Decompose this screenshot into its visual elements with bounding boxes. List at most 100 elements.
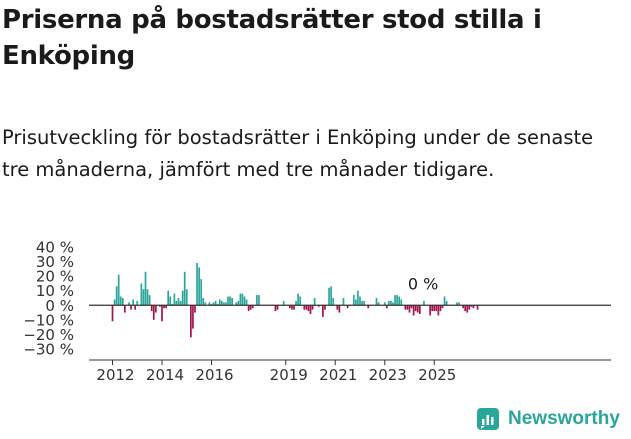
bar (128, 302, 130, 306)
bar (196, 263, 198, 306)
bar (210, 303, 213, 306)
bar (124, 305, 126, 313)
bar (163, 305, 165, 309)
bar (200, 279, 203, 306)
bar (433, 305, 436, 312)
bar (235, 302, 238, 306)
bar (227, 296, 229, 306)
bar (192, 305, 194, 329)
bar (375, 298, 378, 306)
bar (119, 296, 122, 306)
x-tick-label: 2019 (270, 366, 308, 384)
bar (231, 298, 233, 306)
bar (437, 305, 440, 316)
brand-logo: Newsworthy (477, 408, 620, 430)
y-tick-label: 20 % (36, 268, 74, 286)
bar (115, 286, 118, 306)
bar (313, 298, 316, 306)
bar (258, 295, 260, 306)
bar (388, 300, 390, 306)
bar (165, 305, 167, 309)
y-tick-label: 10 % (36, 282, 74, 300)
bar (311, 305, 314, 310)
y-tick-label: −10 % (23, 311, 74, 329)
bar (293, 305, 295, 310)
bar (470, 305, 473, 307)
bar (198, 267, 200, 306)
bar (414, 305, 417, 312)
bar (274, 305, 277, 312)
bar (282, 300, 285, 306)
bar (121, 298, 124, 306)
page-title: Priserna på bostadsrätter stod stilla i … (2, 5, 542, 71)
bar (173, 293, 176, 306)
bar (142, 289, 145, 306)
latest-value-annotation: 0 % (408, 274, 438, 293)
bar (456, 302, 458, 306)
bar (408, 305, 411, 313)
x-tick-label: 2023 (369, 366, 407, 384)
bar (309, 305, 312, 315)
bar (159, 305, 161, 307)
bar (400, 299, 403, 306)
bar (185, 289, 188, 306)
x-tick-label: 2025 (418, 366, 456, 384)
bar (317, 305, 320, 307)
bar (212, 302, 215, 306)
bar (412, 305, 415, 316)
bar (361, 300, 363, 306)
bar (324, 305, 326, 310)
bar (392, 302, 394, 306)
bar (243, 296, 246, 306)
bar (167, 290, 170, 306)
bar (418, 305, 421, 315)
bar (146, 289, 149, 306)
bar (352, 295, 355, 306)
page-subtitle: Prisutveckling för bostadsrätter i Enköp… (2, 126, 594, 181)
bar (152, 305, 155, 320)
bar (256, 295, 258, 306)
bar (237, 300, 240, 306)
bar (303, 305, 306, 310)
bar (466, 305, 469, 313)
bar (111, 305, 114, 322)
bar (338, 305, 341, 313)
bar (113, 299, 116, 306)
bar (179, 300, 182, 306)
y-tick-label: −30 % (23, 341, 74, 359)
bar (431, 305, 434, 312)
bar (241, 293, 244, 306)
bar (355, 299, 357, 306)
bar (462, 305, 464, 309)
bar (216, 303, 219, 306)
bar (194, 305, 196, 313)
brand-name: Newsworthy (508, 408, 620, 429)
bar (472, 305, 475, 309)
bar (220, 300, 223, 306)
bar (367, 305, 370, 309)
bar (183, 271, 186, 306)
bar (148, 295, 151, 306)
bar (169, 296, 172, 306)
bar (359, 296, 361, 306)
bar (385, 305, 388, 309)
bar (161, 305, 163, 322)
y-tick-label: 0 % (45, 297, 74, 315)
x-tick-label: 2012 (96, 366, 134, 384)
bar (247, 305, 250, 312)
bar (218, 299, 221, 306)
bar (429, 305, 431, 316)
bar (249, 305, 252, 310)
bar (464, 305, 467, 312)
bar (390, 300, 392, 306)
bar (239, 293, 242, 306)
bar (225, 302, 227, 306)
price-change-chart: 40 %30 %20 %10 %0 %−10 %−20 %−30 % 2012 2… (23, 239, 611, 384)
bar (202, 298, 205, 306)
y-tick-label: 40 % (36, 239, 74, 257)
y-axis: 40 %30 %20 %10 %0 %−10 %−20 %−30 % (23, 239, 74, 359)
bar (295, 300, 297, 306)
bar (305, 305, 308, 310)
bar (171, 303, 174, 306)
bar (150, 305, 153, 312)
